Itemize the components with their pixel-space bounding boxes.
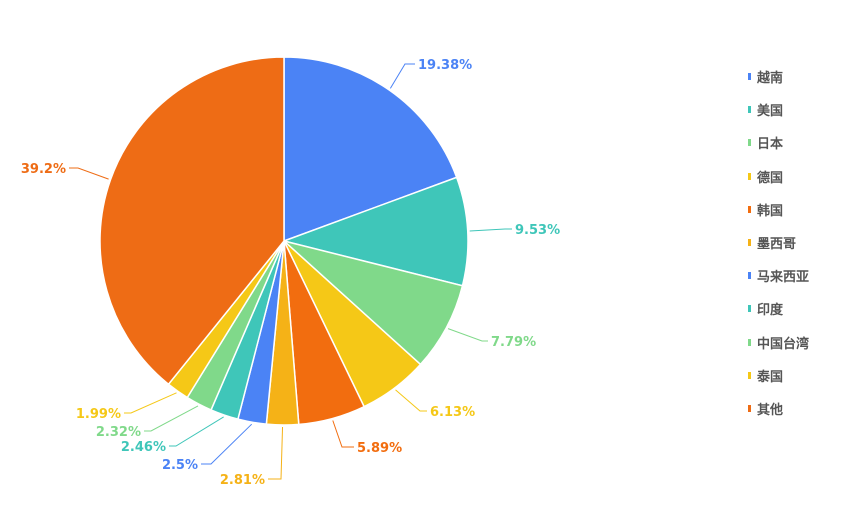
legend-marker-icon [748, 106, 751, 114]
chart-legend: 越南美国日本德国韩国墨西哥马来西亚印度中国台湾泰国其他 [748, 60, 838, 425]
legend-marker-icon [748, 172, 751, 180]
legend-item[interactable]: 墨西哥 [748, 226, 838, 259]
legend-item[interactable]: 德国 [748, 160, 838, 193]
legend-label: 日本 [757, 137, 784, 153]
pie-labels: 19.38% 9.53% 7.79% 6.13% 5.89% 2.81% 2.5% 2.46%… [21, 58, 560, 488]
data-label: 1.99% [76, 407, 121, 422]
label-leader-line [447, 328, 488, 342]
label-leader-line [469, 228, 512, 232]
legend-label: 中国台湾 [757, 336, 810, 352]
data-label: 9.53% [515, 223, 560, 238]
legend-marker-icon [748, 338, 751, 346]
pie-slice[interactable] [283, 56, 458, 243]
legend-marker-icon [748, 205, 751, 213]
legend-marker-icon [748, 239, 751, 247]
label-leader-line [332, 420, 354, 448]
legend-item[interactable]: 美国 [748, 93, 838, 126]
legend-label: 德国 [757, 170, 784, 186]
legend-item[interactable]: 泰国 [748, 359, 838, 392]
legend-item[interactable]: 其他 [748, 392, 838, 425]
data-label: 2.32% [96, 425, 141, 440]
label-leader-line [389, 63, 415, 89]
label-leader-line [144, 405, 199, 432]
pie-slice[interactable] [281, 176, 469, 287]
legend-label: 墨西哥 [757, 237, 797, 253]
label-leader-line [169, 416, 224, 447]
legend-label: 泰国 [757, 369, 784, 385]
label-leader-line [395, 389, 427, 412]
legend-item[interactable]: 日本 [748, 126, 838, 159]
legend-item[interactable]: 中国台湾 [748, 326, 838, 359]
legend-marker-icon [748, 404, 751, 412]
data-label: 2.5% [162, 458, 198, 473]
legend-marker-icon [748, 139, 751, 147]
data-label: 39.2% [21, 162, 66, 177]
legend-label: 其他 [757, 402, 784, 418]
legend-marker-icon [748, 272, 751, 280]
legend-marker-icon [748, 371, 751, 379]
label-leader-line [69, 167, 109, 180]
label-leader-line [268, 426, 284, 480]
pie-slices [99, 56, 469, 426]
legend-marker-icon [748, 73, 751, 81]
legend-label: 韩国 [757, 203, 784, 219]
legend-label: 印度 [757, 303, 784, 319]
legend-item[interactable]: 印度 [748, 292, 838, 325]
legend-label: 马来西亚 [757, 270, 810, 286]
data-label: 2.46% [121, 440, 166, 455]
legend-label: 美国 [757, 104, 784, 120]
data-label: 7.79% [491, 335, 536, 350]
label-leader-line [124, 392, 177, 414]
data-label: 2.81% [220, 473, 265, 488]
label-leader-line [201, 423, 253, 465]
data-label: 19.38% [418, 58, 472, 73]
data-label: 5.89% [357, 441, 402, 456]
legend-label: 越南 [757, 71, 784, 87]
legend-marker-icon [748, 305, 751, 313]
data-label: 6.13% [430, 405, 475, 420]
legend-item[interactable]: 马来西亚 [748, 259, 838, 292]
legend-item[interactable]: 韩国 [748, 193, 838, 226]
pie-slice[interactable] [99, 56, 285, 386]
legend-item[interactable]: 越南 [748, 60, 838, 93]
